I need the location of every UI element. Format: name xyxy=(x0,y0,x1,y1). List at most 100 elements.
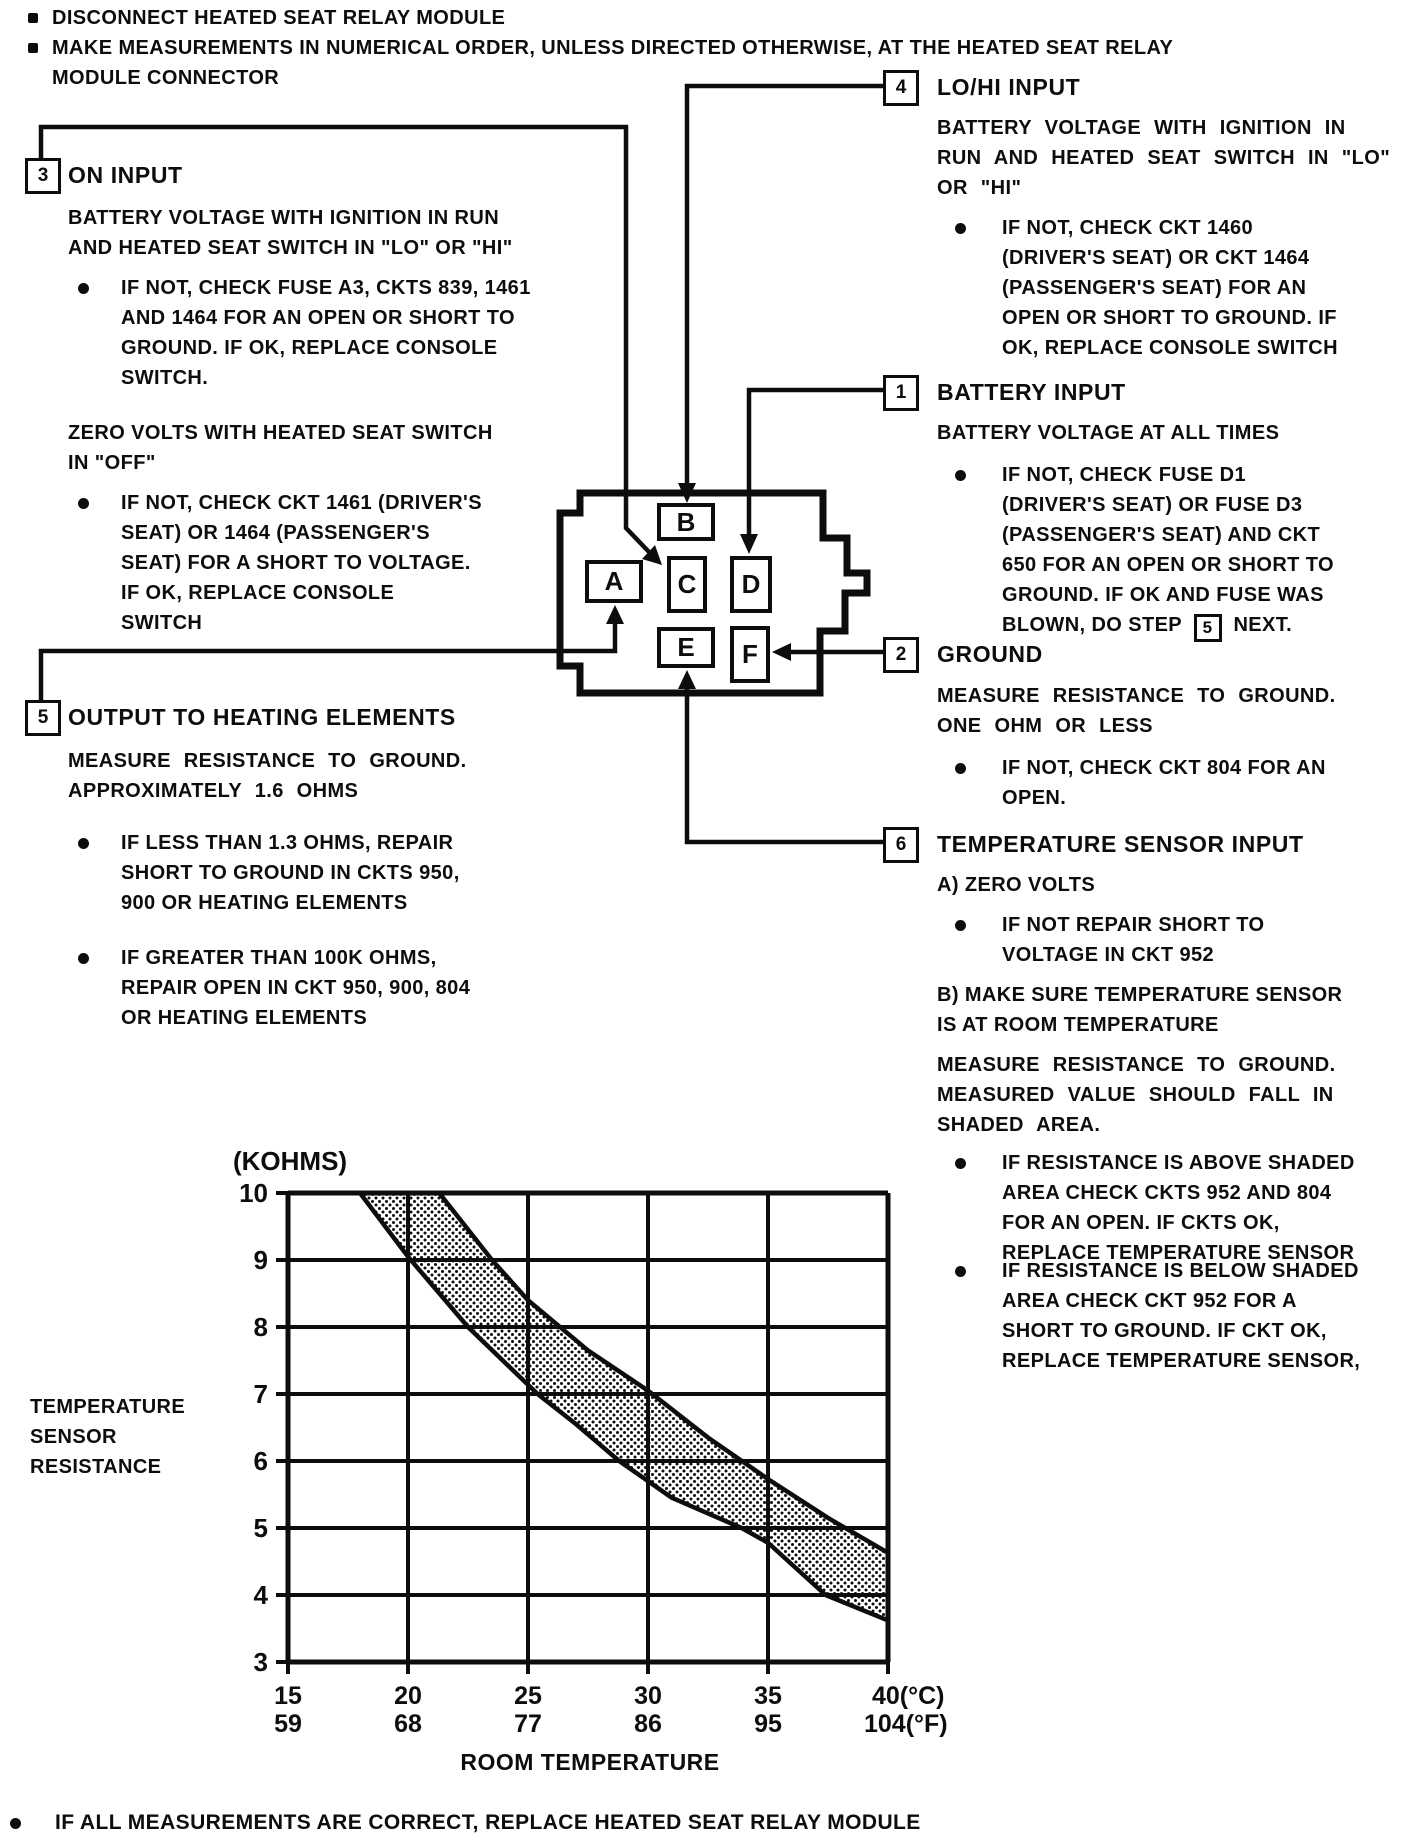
text-line: BATTERY VOLTAGE AT ALL TIMES xyxy=(937,422,1280,444)
x-tick-label-celsius: 35 xyxy=(754,1682,782,1710)
callout-box-5: 5 xyxy=(25,700,61,736)
x-tick-label-celsius: 40(°C) xyxy=(872,1682,945,1710)
text-line: IF NOT, CHECK CKT 804 FOR AN xyxy=(1002,757,1326,779)
upper-limit-curve xyxy=(437,1191,890,1555)
text-line: IF NOT REPAIR SHORT TO xyxy=(1002,914,1265,936)
section-4-title: LO/HI INPUT xyxy=(937,74,1081,100)
callout-number: 3 xyxy=(37,165,49,186)
connector-pin-d: D xyxy=(730,556,772,613)
text-line: 650 FOR AN OPEN OR SHORT TO xyxy=(1002,554,1334,576)
text-line: MODULE CONNECTOR xyxy=(52,67,280,89)
text-line: 900 OR HEATING ELEMENTS xyxy=(121,892,408,914)
connector-pin-f: F xyxy=(730,626,770,683)
callout-box-1: 1 xyxy=(883,375,919,411)
section-5-bullet-2: IF GREATER THAN 100K OHMS, REPAIR OPEN IN… xyxy=(78,943,470,1033)
top-note-1: DISCONNECT HEATED SEAT RELAY MODULE xyxy=(28,3,505,33)
text-line: MEASURE RESISTANCE TO GROUND. xyxy=(937,685,1336,707)
section-6-para-b: B) MAKE SURE TEMPERATURE SENSOR IS AT ROO… xyxy=(937,980,1342,1040)
text-line: SENSOR xyxy=(30,1426,117,1448)
arrowhead-into-d xyxy=(740,534,758,554)
bullet-icon xyxy=(78,498,89,509)
section-1-bullet-1-text: IF NOT, CHECK FUSE D1 (DRIVER'S SEAT) OR … xyxy=(1002,460,1334,642)
section-3-bullet-1: IF NOT, CHECK FUSE A3, CKTS 839, 1461 AND… xyxy=(78,273,531,393)
chart-y-axis-title: TEMPERATURE SENSOR RESISTANCE xyxy=(30,1392,185,1482)
connector-pin-c: C xyxy=(667,556,707,613)
top-note-1-text: DISCONNECT HEATED SEAT RELAY MODULE xyxy=(52,3,505,33)
callout-line-4-to-pin-b xyxy=(684,83,883,483)
text-line: A) ZERO VOLTS xyxy=(937,874,1096,896)
callout-box-3: 3 xyxy=(25,158,61,194)
bullet-icon xyxy=(10,1818,21,1829)
x-tick-label-fahrenheit: 104(°F) xyxy=(864,1710,948,1738)
section-6-para-a: A) ZERO VOLTS xyxy=(937,870,1095,900)
section-4-bullet-1-text: IF NOT, CHECK CKT 1460 (DRIVER'S SEAT) OR… xyxy=(1002,213,1338,363)
text-line: OK, REPLACE CONSOLE SWITCH xyxy=(1002,337,1338,359)
text-line: FOR AN OPEN. IF CKTS OK, xyxy=(1002,1212,1280,1234)
text-line: (PASSENGER'S SEAT) AND CKT xyxy=(1002,524,1321,546)
x-tick-label-celsius: 20 xyxy=(394,1682,422,1710)
text-line: IF OK, REPLACE CONSOLE xyxy=(121,582,395,604)
top-note-2: MAKE MEASUREMENTS IN NUMERICAL ORDER, UN… xyxy=(28,33,1173,93)
x-tick-label-celsius: 25 xyxy=(514,1682,542,1710)
y-axis-unit-label: (KOHMS) xyxy=(233,1146,347,1176)
inline-step-ref-box: 5 xyxy=(1193,614,1222,642)
y-tick-label: 7 xyxy=(254,1379,268,1409)
text-line: APPROXIMATELY 1.6 OHMS xyxy=(68,780,359,802)
section-6-bullet-2: IF RESISTANCE IS ABOVE SHADED AREA CHECK … xyxy=(955,1148,1355,1268)
section-5-title: OUTPUT TO HEATING ELEMENTS xyxy=(68,704,456,730)
text-line: AND HEATED SEAT SWITCH IN "LO" OR "HI" xyxy=(68,237,513,259)
y-tick-label: 10 xyxy=(239,1178,268,1208)
text-line: REPLACE TEMPERATURE SENSOR xyxy=(1002,1242,1355,1264)
text-line: (PASSENGER'S SEAT) FOR AN xyxy=(1002,277,1307,299)
connector-pin-b: B xyxy=(657,503,715,541)
x-tick-label-fahrenheit: 95 xyxy=(754,1710,782,1738)
chart-x-axis-title: ROOM TEMPERATURE xyxy=(385,1748,795,1776)
text-line: AREA CHECK CKTS 952 AND 804 xyxy=(1002,1182,1332,1204)
section-3-bullet-1-text: IF NOT, CHECK FUSE A3, CKTS 839, 1461 AND… xyxy=(121,273,531,393)
arrowhead-into-e xyxy=(678,670,696,689)
text-line: IF RESISTANCE IS ABOVE SHADED xyxy=(1002,1152,1355,1174)
x-tick-label-fahrenheit: 77 xyxy=(514,1710,542,1738)
callout-box-4: 4 xyxy=(883,70,919,106)
pin-label: D xyxy=(741,569,761,599)
text-line: IF GREATER THAN 100K OHMS, xyxy=(121,947,437,969)
y-tick-label: 4 xyxy=(254,1580,269,1610)
bullet-icon xyxy=(955,470,966,481)
section-4-para1: BATTERY VOLTAGE WITH IGNITION IN RUN AND … xyxy=(937,113,1390,203)
text-line: BLOWN, DO STEP 5 NEXT. xyxy=(1002,610,1334,642)
text-line: OPEN OR SHORT TO GROUND. IF xyxy=(1002,307,1337,329)
callout-number: 6 xyxy=(895,834,907,855)
section-5-bullet-2-text: IF GREATER THAN 100K OHMS, REPAIR OPEN IN… xyxy=(121,943,470,1033)
callout-line-5-to-pin-a xyxy=(38,623,618,700)
section-3-bullet-2-text: IF NOT, CHECK CKT 1461 (DRIVER'S SEAT) OR… xyxy=(121,488,482,638)
lower-limit-curve xyxy=(358,1191,889,1623)
text-line: DISCONNECT HEATED SEAT RELAY MODULE xyxy=(52,7,506,29)
pin-label: C xyxy=(677,569,697,599)
text-line: ZERO VOLTS WITH HEATED SEAT SWITCH xyxy=(68,422,493,444)
callout-number: 2 xyxy=(895,644,907,665)
y-tick-label: 9 xyxy=(254,1245,268,1275)
text-line: (DRIVER'S SEAT) OR FUSE D3 xyxy=(1002,494,1303,516)
x-tick-label-celsius: 15 xyxy=(274,1682,302,1710)
pin-label: E xyxy=(677,632,695,662)
footer-note: IF ALL MEASUREMENTS ARE CORRECT, REPLACE… xyxy=(10,1808,921,1838)
section-3-para2: ZERO VOLTS WITH HEATED SEAT SWITCH IN "OF… xyxy=(68,418,493,478)
callout-box-2: 2 xyxy=(883,637,919,673)
text-line: AREA CHECK CKT 952 FOR A xyxy=(1002,1290,1297,1312)
bullet-icon xyxy=(955,763,966,774)
connector-pin-e: E xyxy=(657,627,715,668)
bullet-icon xyxy=(28,43,38,53)
x-tick-label-fahrenheit: 68 xyxy=(394,1710,422,1738)
text-line: RESISTANCE xyxy=(30,1456,162,1478)
callout-number: 5 xyxy=(37,707,49,728)
text-line: OR HEATING ELEMENTS xyxy=(121,1007,368,1029)
text-line: B) MAKE SURE TEMPERATURE SENSOR xyxy=(937,984,1343,1006)
text-line: TEMPERATURE xyxy=(30,1396,186,1418)
bullet-icon xyxy=(955,1158,966,1169)
pin-label: B xyxy=(676,506,696,537)
text-line: SHADED AREA. xyxy=(937,1114,1101,1136)
text-line: GROUND. IF OK, REPLACE CONSOLE xyxy=(121,337,498,359)
y-tick-label: 6 xyxy=(254,1446,268,1476)
